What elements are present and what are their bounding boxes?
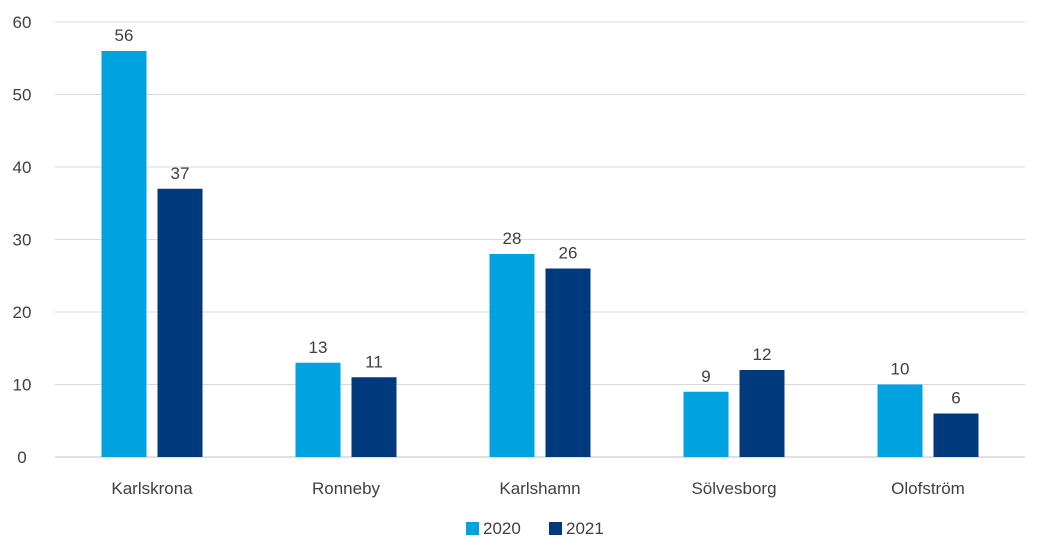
- data-label: 37: [171, 164, 190, 183]
- y-tick-label: 40: [13, 158, 32, 177]
- x-category-label: Karlskrona: [111, 479, 193, 498]
- data-labels: 56 37 13 11 28 26 9 12 10 6: [115, 26, 961, 408]
- y-tick-label: 50: [13, 86, 32, 105]
- data-label: 12: [753, 345, 772, 364]
- bar-2021-Karlskrona: [157, 188, 203, 457]
- bar-2020-Karlshamn: [489, 254, 535, 457]
- bar-2021-Olofström: [933, 413, 979, 457]
- x-axis-categories: Karlskrona Ronneby Karlshamn Sölvesborg Olof…: [111, 479, 964, 498]
- y-tick-label: 20: [13, 303, 32, 322]
- data-label: 11: [365, 352, 383, 371]
- x-category-label: Karlshamn: [499, 479, 580, 498]
- data-label: 10: [891, 360, 910, 379]
- y-tick-label: 10: [13, 376, 32, 395]
- bar-2021-Sölvesborg: [739, 370, 785, 457]
- legend: 2020 2021: [466, 519, 604, 538]
- x-category-label: Ronneby: [312, 479, 381, 498]
- data-label: 56: [115, 26, 134, 45]
- bar-2021-Ronneby: [351, 377, 397, 457]
- data-label: 13: [309, 338, 328, 357]
- x-category-label: Sölvesborg: [691, 479, 776, 498]
- data-label: 6: [951, 389, 960, 408]
- gridlines: [55, 21, 1025, 458]
- bar-2020-Karlskrona: [101, 51, 147, 457]
- legend-swatch-2020: [466, 522, 479, 535]
- y-tick-label: 0: [17, 448, 26, 467]
- bars: [101, 51, 979, 457]
- x-category-label: Olofström: [891, 479, 965, 498]
- y-axis-ticks: 0 10 20 30 40 50 60: [13, 13, 32, 467]
- legend-swatch-2021: [549, 522, 562, 535]
- data-label: 28: [503, 229, 522, 248]
- legend-label: 2021: [566, 519, 604, 538]
- bar-2020-Olofström: [877, 384, 923, 457]
- legend-label: 2020: [483, 519, 521, 538]
- data-label: 9: [701, 367, 710, 386]
- bar-2020-Sölvesborg: [683, 391, 729, 457]
- bar-2021-Karlshamn: [545, 268, 591, 457]
- y-tick-label: 30: [13, 231, 32, 250]
- data-label: 26: [559, 244, 578, 263]
- bar-2020-Ronneby: [295, 362, 341, 457]
- y-tick-label: 60: [13, 13, 32, 32]
